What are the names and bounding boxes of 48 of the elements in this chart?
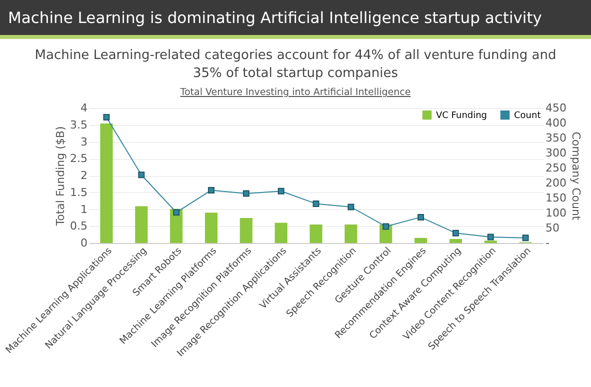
point [103, 114, 110, 121]
y2-axis-title: Company Count [569, 132, 582, 221]
point [348, 204, 354, 210]
legend-label: Count [514, 111, 542, 122]
y-tick-label: 0 [80, 236, 88, 250]
point [242, 190, 250, 197]
legend-label: VC Funding [436, 111, 488, 122]
y2-tick-label: - [546, 236, 550, 250]
point [382, 223, 390, 230]
y-tick-label: 3.5 [70, 118, 88, 132]
bar [100, 124, 113, 243]
y2-tick-label: 150 [546, 192, 566, 204]
y-tick-label: 0.5 [70, 220, 88, 233]
chart-title: Machine Learning is dominating Artificial Intelligence startup activity [0, 0, 591, 39]
point [522, 234, 529, 242]
bar [449, 238, 462, 243]
y2-tick-label: 250 [546, 162, 566, 174]
chart-subtitle: Machine Learning-related categories account for 44% of all venture funding and 35% of total startup companies [34, 47, 558, 83]
y-tick-label: 3 [80, 135, 88, 148]
point [487, 234, 494, 240]
y-axis-title: Total Funding ($B) [54, 126, 68, 227]
y2-tick-label: 200 [546, 176, 566, 190]
bar [135, 206, 148, 243]
y-tick-label: 2.5 [70, 152, 88, 166]
bar [240, 218, 252, 243]
bar [414, 238, 428, 243]
y-tick-label: 4 [80, 102, 88, 114]
y2-tick-label: 300 [546, 146, 566, 160]
y2-tick-label: 400 [546, 116, 566, 130]
bar [310, 224, 322, 243]
y-tick-label: 1 [80, 202, 88, 216]
text: Total Venture Investing into Artificial Intelligence [179, 87, 412, 98]
bar [204, 212, 218, 243]
point [452, 230, 459, 236]
y2-tick-label: 350 [546, 132, 566, 144]
point [138, 172, 145, 178]
point [173, 209, 180, 216]
point [312, 200, 320, 207]
y2-tick-label: 100 [546, 206, 566, 220]
y-tick-label: 1.5 [70, 186, 88, 199]
point [278, 188, 284, 194]
y2-tick-label: 450 [546, 102, 566, 114]
y2-tick-label: 50 [546, 222, 560, 234]
bar [344, 224, 358, 243]
bar [274, 222, 288, 243]
point [418, 214, 424, 220]
point [208, 186, 214, 194]
y-tick-label: 2 [80, 169, 88, 182]
